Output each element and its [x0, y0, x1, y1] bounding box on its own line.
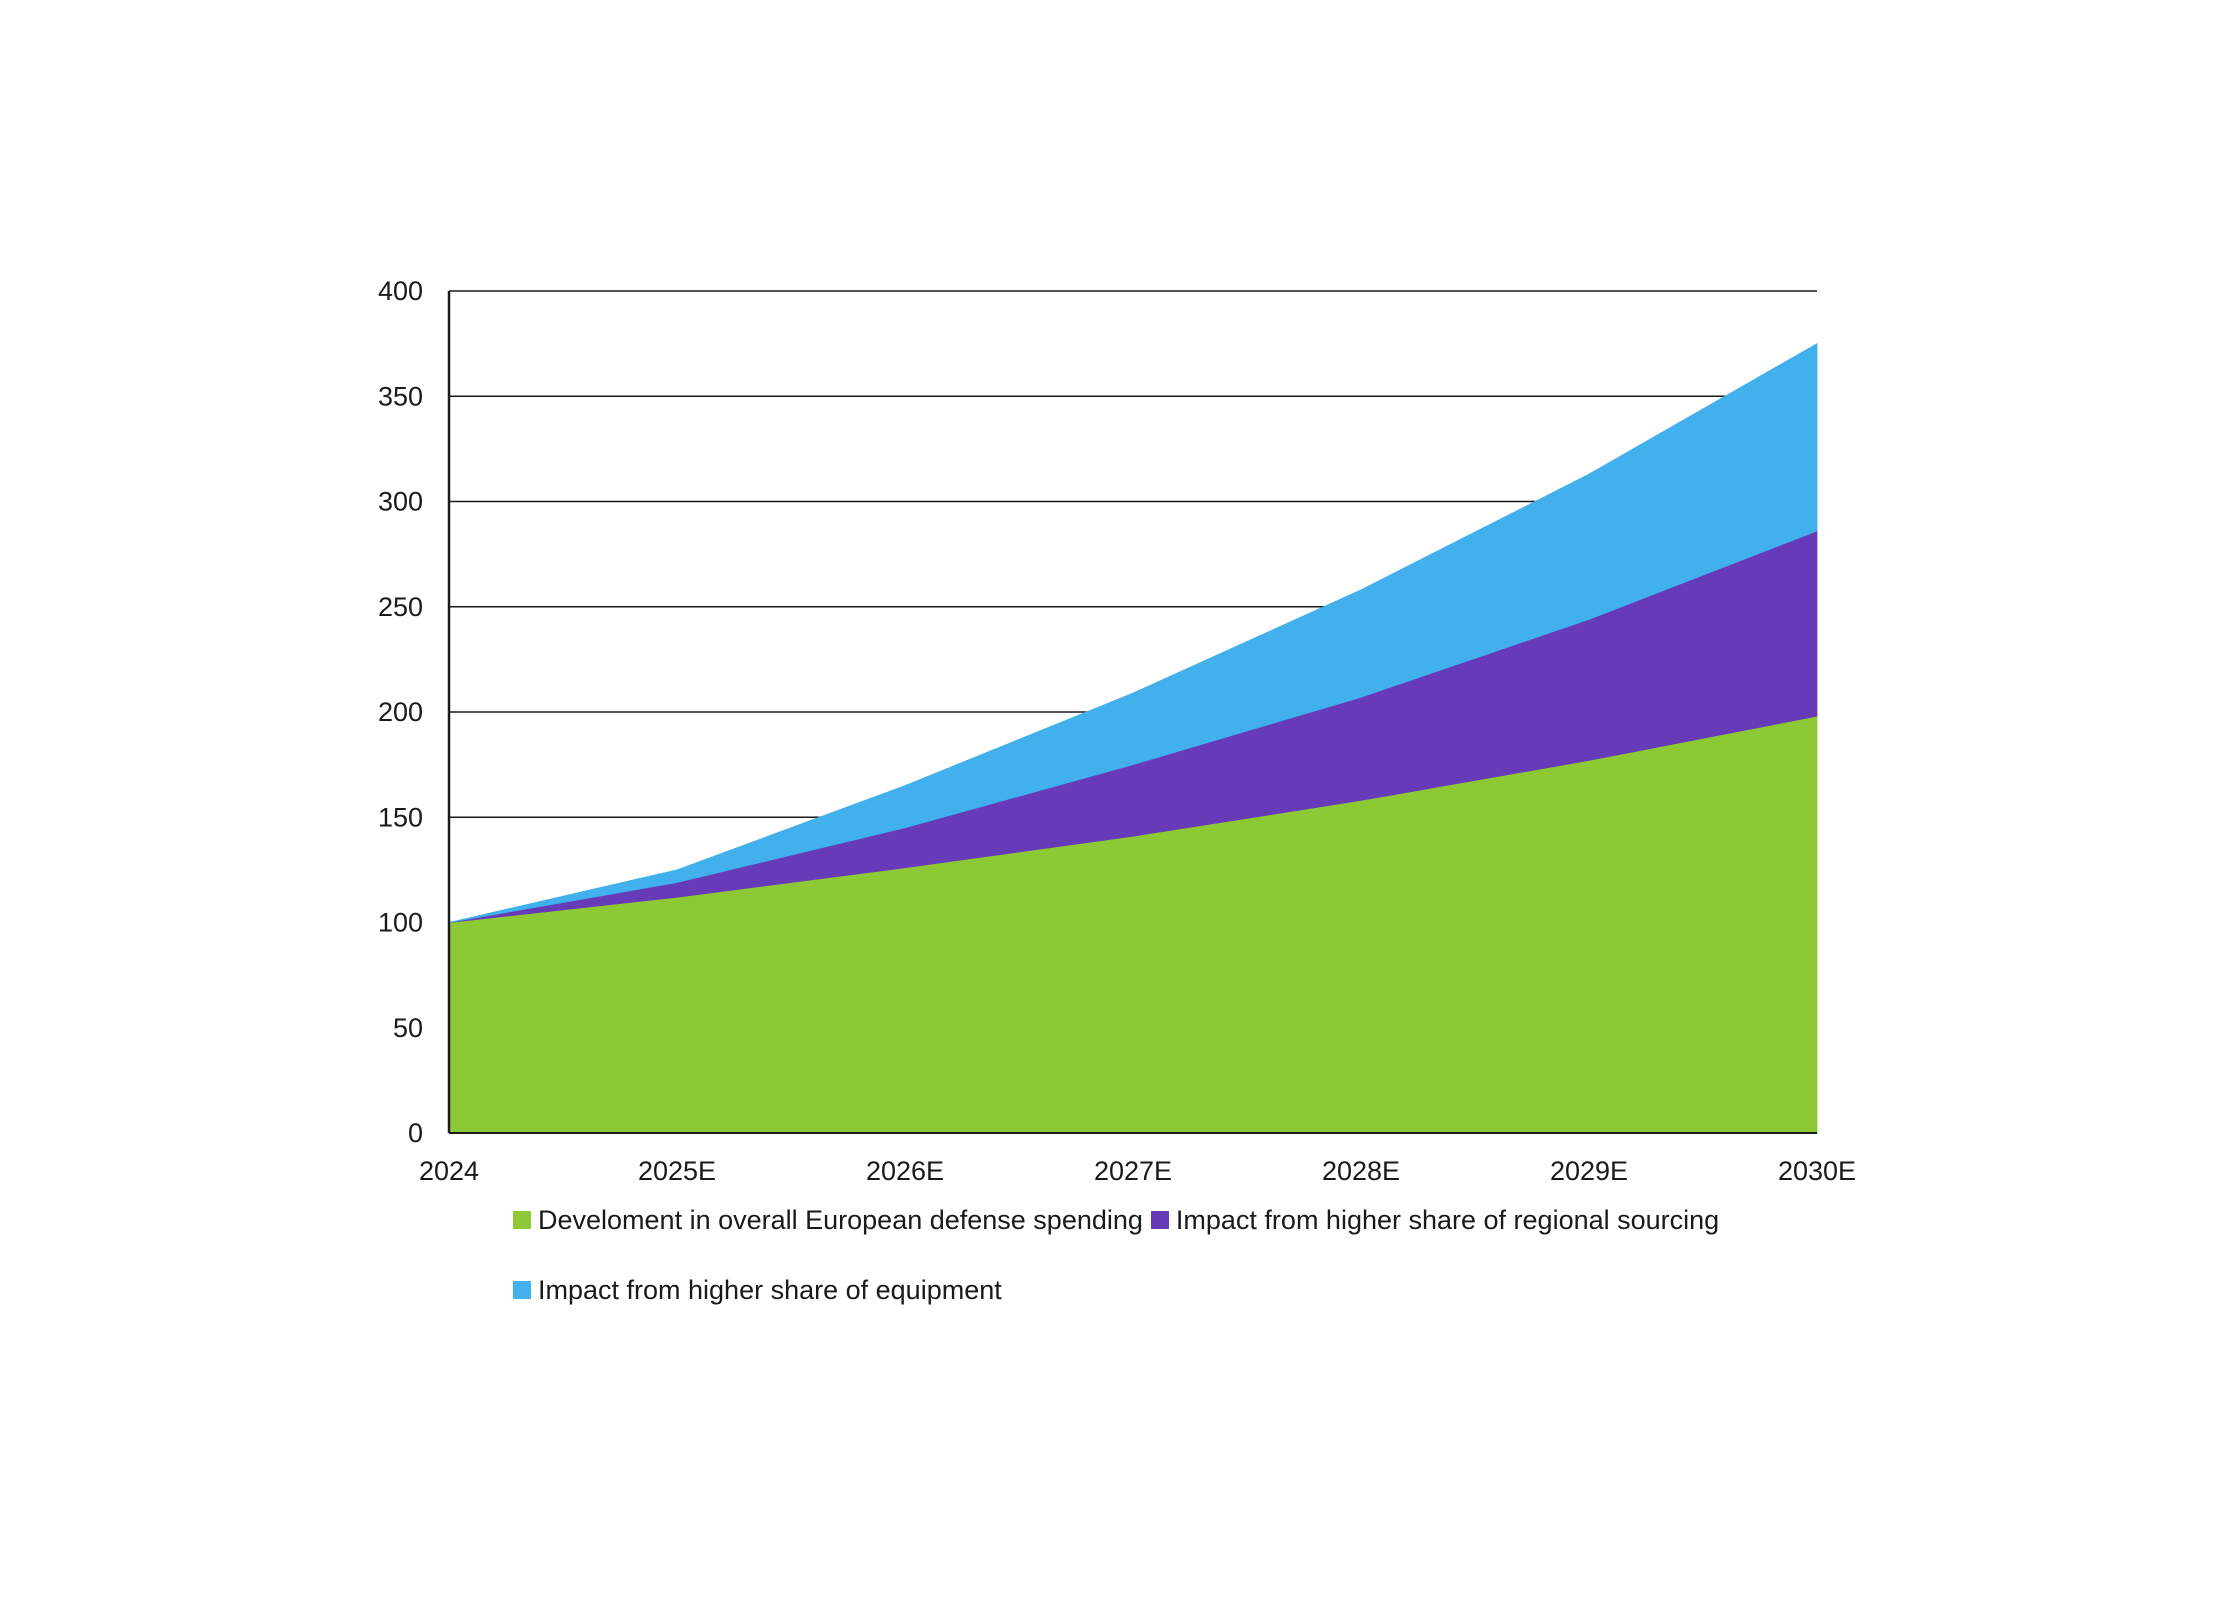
- y-tick-label: 300: [378, 487, 423, 517]
- y-tick-label: 0: [408, 1118, 423, 1148]
- area-series: [448, 342, 1818, 1134]
- y-tick-label: 50: [393, 1013, 423, 1043]
- y-tick-label: 150: [378, 802, 423, 832]
- x-axis-tick-labels: 2024 2025E 2026E 2027E 2028E 2029E 2030E: [419, 1156, 1856, 1186]
- x-tick-label: 2026E: [866, 1156, 944, 1186]
- legend-swatch: [513, 1281, 531, 1299]
- chart-legend: Develoment in overall European defense s…: [513, 1203, 1763, 1307]
- y-tick-label: 400: [378, 276, 423, 306]
- x-tick-label: 2025E: [638, 1156, 716, 1186]
- x-tick-label: 2027E: [1094, 1156, 1172, 1186]
- legend-label: Develoment in overall European defense s…: [538, 1204, 1143, 1235]
- x-tick-label: 2029E: [1550, 1156, 1628, 1186]
- legend-label: Impact from higher share of regional sou…: [1175, 1204, 1720, 1235]
- y-tick-label: 350: [378, 381, 423, 411]
- legend-label: Impact from higher share of equipment: [538, 1274, 1002, 1305]
- area-series-3: [448, 342, 1818, 923]
- y-tick-label: 250: [378, 592, 423, 622]
- y-tick-label: 200: [378, 697, 423, 727]
- legend-swatch: [513, 1211, 531, 1229]
- x-tick-label: 2030E: [1778, 1156, 1856, 1186]
- y-axis-tick-labels: 0 50 100 150 200 250 300 350 400: [378, 276, 423, 1148]
- legend-item-2: Impact from higher share of regional sou…: [1150, 1203, 1720, 1237]
- legend-item-3: Impact from higher share of equipment: [513, 1273, 1002, 1307]
- x-tick-label: 2024: [419, 1156, 479, 1186]
- legend-item-1: Develoment in overall European defense s…: [513, 1203, 1143, 1237]
- x-tick-label: 2028E: [1322, 1156, 1400, 1186]
- legend-swatch: [1150, 1211, 1169, 1229]
- y-tick-label: 100: [378, 908, 423, 938]
- axes: [447, 291, 1817, 1134]
